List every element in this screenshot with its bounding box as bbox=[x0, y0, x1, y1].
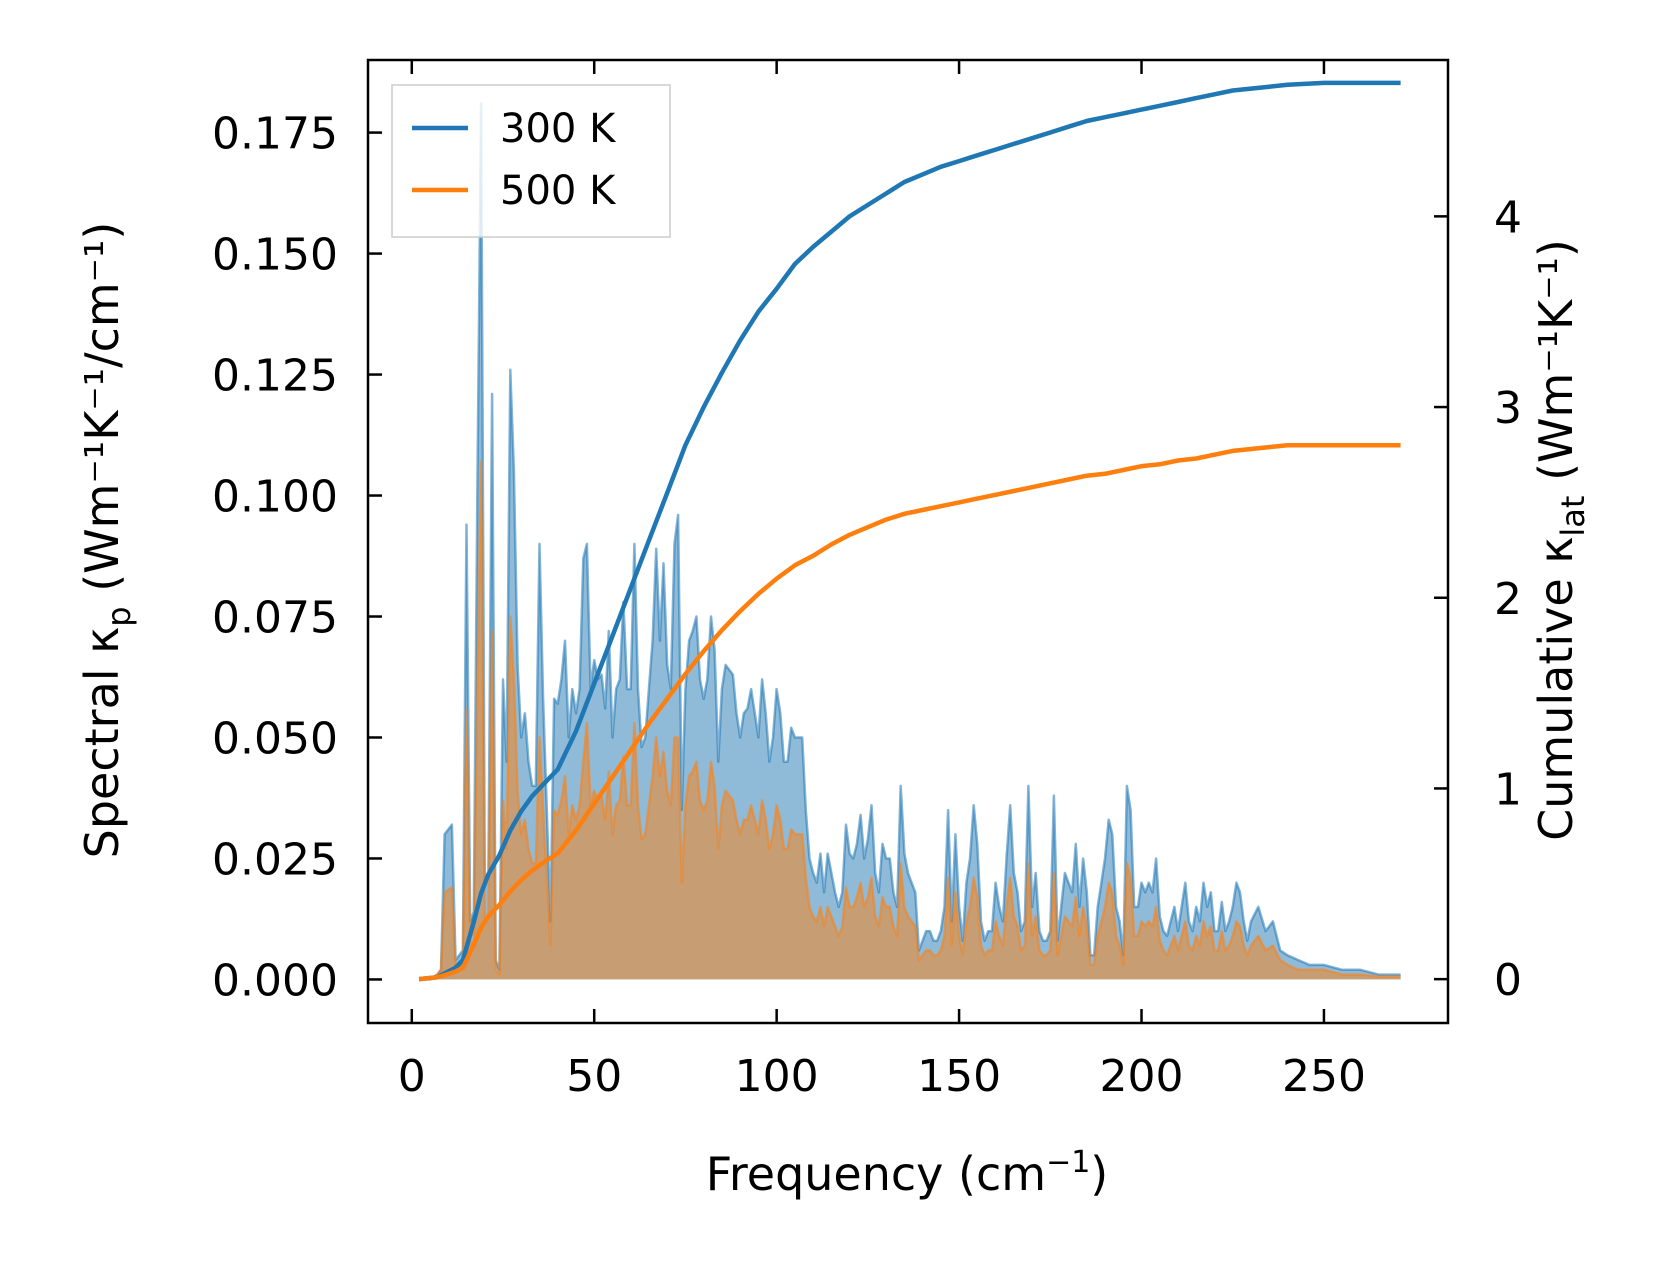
y-left-axis-title: Spectral κp (Wm⁻¹K⁻¹/cm⁻¹) bbox=[75, 222, 138, 859]
cumulative-line-500k bbox=[418, 442, 1401, 982]
legend: 300 K 500 K bbox=[391, 84, 671, 238]
y-left-tick-label: 0.150 bbox=[212, 230, 338, 281]
legend-label-300k: 300 K bbox=[500, 106, 617, 152]
y-left-tick-label: 0.025 bbox=[212, 834, 338, 885]
y-left-tick-label: 0.075 bbox=[212, 593, 338, 644]
y-right-tick-label: 1 bbox=[1494, 764, 1522, 815]
x-axis-title: Frequency (cm−1) bbox=[706, 1145, 1109, 1201]
y-right-axis-title: Cumulative κlat (Wm⁻¹K⁻¹) bbox=[1529, 239, 1592, 841]
spectral-area-500k bbox=[419, 461, 1401, 980]
y-left-tick-label: 0.000 bbox=[212, 955, 338, 1006]
y-right-tick-label: 0 bbox=[1494, 955, 1522, 1006]
x-tick-label: 150 bbox=[917, 1051, 1001, 1102]
y-left-tick-label: 0.050 bbox=[212, 713, 338, 764]
x-tick-label: 250 bbox=[1282, 1051, 1366, 1102]
ticks: 0 50 100 150 200 250 0.000 0.025 0.050 0.075 0.100… bbox=[212, 60, 1522, 1102]
x-tick-label: 100 bbox=[735, 1051, 819, 1102]
cumulative-line-300k bbox=[418, 80, 1401, 982]
spectral-line-300k bbox=[419, 102, 1401, 981]
spectral-line-500k bbox=[419, 460, 1401, 981]
y-right-tick-label: 2 bbox=[1494, 574, 1522, 625]
legend-label-500k: 500 K bbox=[500, 168, 617, 214]
axes-frame bbox=[366, 58, 1450, 1025]
legend-frame bbox=[391, 84, 671, 238]
y-left-tick-label: 0.125 bbox=[212, 351, 338, 402]
y-left-tick-label: 0.175 bbox=[212, 109, 338, 160]
x-tick-label: 0 bbox=[398, 1051, 426, 1102]
x-tick-label: 200 bbox=[1100, 1051, 1184, 1102]
plot-area bbox=[418, 80, 1401, 982]
y-left-tick-label: 0.100 bbox=[212, 472, 338, 523]
y-right-tick-label: 3 bbox=[1494, 383, 1522, 434]
x-tick-label: 50 bbox=[566, 1051, 622, 1102]
y-right-tick-label: 4 bbox=[1494, 192, 1522, 243]
